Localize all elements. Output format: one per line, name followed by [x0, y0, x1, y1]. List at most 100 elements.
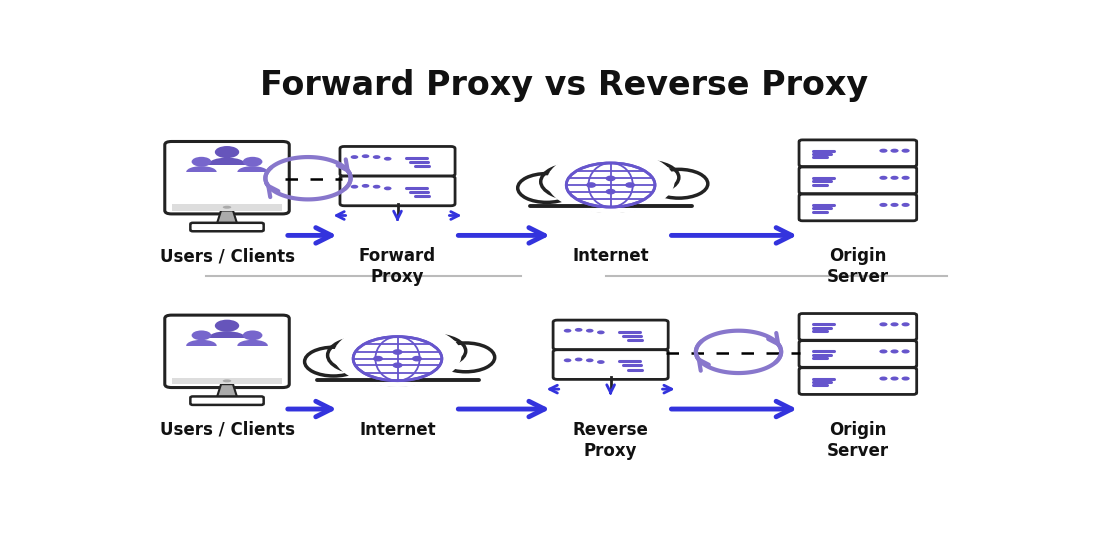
Circle shape — [890, 349, 899, 354]
Ellipse shape — [238, 340, 267, 351]
Circle shape — [214, 320, 239, 332]
Text: Forward Proxy vs Reverse Proxy: Forward Proxy vs Reverse Proxy — [260, 69, 868, 102]
Circle shape — [902, 349, 910, 354]
Circle shape — [214, 146, 239, 158]
Circle shape — [560, 161, 662, 211]
Text: Users / Clients: Users / Clients — [160, 248, 295, 265]
Circle shape — [362, 155, 370, 158]
Circle shape — [412, 356, 421, 361]
Circle shape — [606, 177, 615, 180]
Circle shape — [597, 360, 605, 364]
Circle shape — [351, 185, 359, 189]
Circle shape — [879, 377, 888, 381]
Circle shape — [547, 150, 674, 213]
Circle shape — [400, 335, 465, 367]
Circle shape — [597, 331, 605, 334]
Circle shape — [373, 185, 381, 189]
Circle shape — [902, 377, 910, 381]
FancyBboxPatch shape — [165, 315, 289, 388]
Circle shape — [902, 176, 910, 180]
Bar — [205, 165, 250, 175]
Circle shape — [587, 183, 595, 187]
Bar — [172, 204, 283, 211]
Circle shape — [353, 337, 442, 381]
Text: Users / Clients: Users / Clients — [160, 421, 295, 439]
Circle shape — [890, 322, 899, 326]
Bar — [175, 320, 279, 376]
Ellipse shape — [222, 206, 231, 208]
FancyBboxPatch shape — [190, 397, 264, 405]
Circle shape — [541, 164, 613, 200]
FancyBboxPatch shape — [340, 176, 455, 206]
Text: Internet: Internet — [360, 421, 436, 439]
Circle shape — [586, 359, 594, 362]
Circle shape — [243, 157, 263, 167]
FancyBboxPatch shape — [340, 146, 455, 176]
Circle shape — [879, 176, 888, 180]
Circle shape — [437, 343, 495, 372]
Circle shape — [346, 334, 449, 385]
Bar — [234, 172, 271, 180]
Circle shape — [586, 329, 594, 333]
Circle shape — [902, 203, 910, 207]
Circle shape — [626, 183, 635, 187]
Circle shape — [374, 356, 383, 361]
Ellipse shape — [186, 166, 217, 178]
FancyBboxPatch shape — [190, 223, 264, 231]
Text: Reverse
Proxy: Reverse Proxy — [573, 421, 649, 460]
Polygon shape — [217, 211, 238, 224]
Circle shape — [243, 331, 263, 340]
Circle shape — [575, 155, 647, 190]
Text: Origin
Server: Origin Server — [827, 248, 889, 286]
Circle shape — [564, 329, 571, 333]
Circle shape — [566, 163, 654, 207]
Text: Origin
Server: Origin Server — [827, 421, 889, 460]
Circle shape — [902, 322, 910, 326]
Circle shape — [575, 358, 583, 361]
Bar — [205, 338, 250, 348]
Circle shape — [518, 174, 575, 202]
Circle shape — [890, 203, 899, 207]
Circle shape — [614, 161, 679, 194]
Circle shape — [650, 169, 707, 198]
Bar — [184, 345, 219, 354]
FancyBboxPatch shape — [553, 350, 668, 380]
Polygon shape — [217, 384, 238, 398]
FancyBboxPatch shape — [799, 340, 916, 367]
Circle shape — [373, 155, 381, 159]
Circle shape — [879, 322, 888, 326]
Text: Internet: Internet — [572, 248, 649, 265]
Circle shape — [305, 347, 363, 376]
Circle shape — [384, 157, 392, 161]
Bar — [175, 146, 279, 203]
Circle shape — [191, 157, 211, 167]
Circle shape — [333, 323, 462, 387]
Bar — [172, 378, 283, 384]
Circle shape — [362, 328, 433, 364]
Circle shape — [879, 349, 888, 354]
Circle shape — [890, 377, 899, 381]
FancyBboxPatch shape — [165, 141, 289, 214]
Circle shape — [879, 148, 888, 153]
Circle shape — [902, 148, 910, 153]
FancyBboxPatch shape — [799, 167, 916, 194]
Text: Forward
Proxy: Forward Proxy — [359, 248, 436, 286]
Circle shape — [879, 203, 888, 207]
Circle shape — [575, 328, 583, 332]
Circle shape — [191, 331, 211, 340]
FancyBboxPatch shape — [799, 314, 916, 340]
Circle shape — [384, 186, 392, 190]
Circle shape — [890, 176, 899, 180]
Circle shape — [606, 190, 615, 194]
Circle shape — [328, 338, 399, 373]
Circle shape — [564, 359, 571, 362]
Ellipse shape — [222, 379, 231, 382]
Circle shape — [362, 184, 370, 188]
FancyBboxPatch shape — [799, 194, 916, 221]
Ellipse shape — [208, 331, 246, 345]
Circle shape — [351, 155, 359, 159]
FancyBboxPatch shape — [553, 320, 668, 350]
Ellipse shape — [238, 166, 267, 178]
FancyBboxPatch shape — [799, 140, 916, 167]
Circle shape — [394, 363, 402, 367]
